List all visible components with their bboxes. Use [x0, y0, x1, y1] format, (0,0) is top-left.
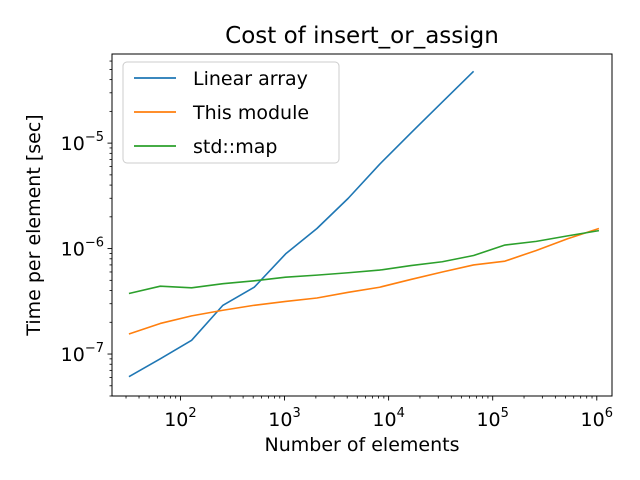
y-tick-label: 10−7 [61, 341, 104, 366]
legend-label-linear-array: Linear array [193, 68, 308, 90]
chart-title: Cost of insert_or_assign [225, 23, 499, 49]
x-tick-label: 105 [476, 406, 508, 431]
series-line-linear-array [128, 70, 475, 378]
x-axis-label: Number of elements [265, 434, 460, 456]
y-axis-label: Time per element [sec] [23, 114, 45, 336]
y-tick-label: 10−6 [61, 236, 104, 261]
x-tick-label: 106 [581, 406, 613, 431]
x-tick-label: 103 [268, 406, 300, 431]
legend-label-this-module: This module [192, 102, 309, 124]
x-tick-label: 104 [372, 406, 404, 431]
series-line-std-map [128, 229, 600, 295]
x-tick-label: 102 [164, 406, 196, 431]
plot-frame [111, 53, 613, 397]
legend-label-std-map: std::map [193, 136, 277, 158]
legend-box [122, 61, 340, 164]
series-line-this-module [128, 227, 600, 335]
y-tick-label: 10−5 [61, 130, 104, 155]
series-lines [128, 70, 600, 378]
major-ticks: 102 103 104 105 106 10−7 10−6 10−5 [61, 130, 613, 431]
